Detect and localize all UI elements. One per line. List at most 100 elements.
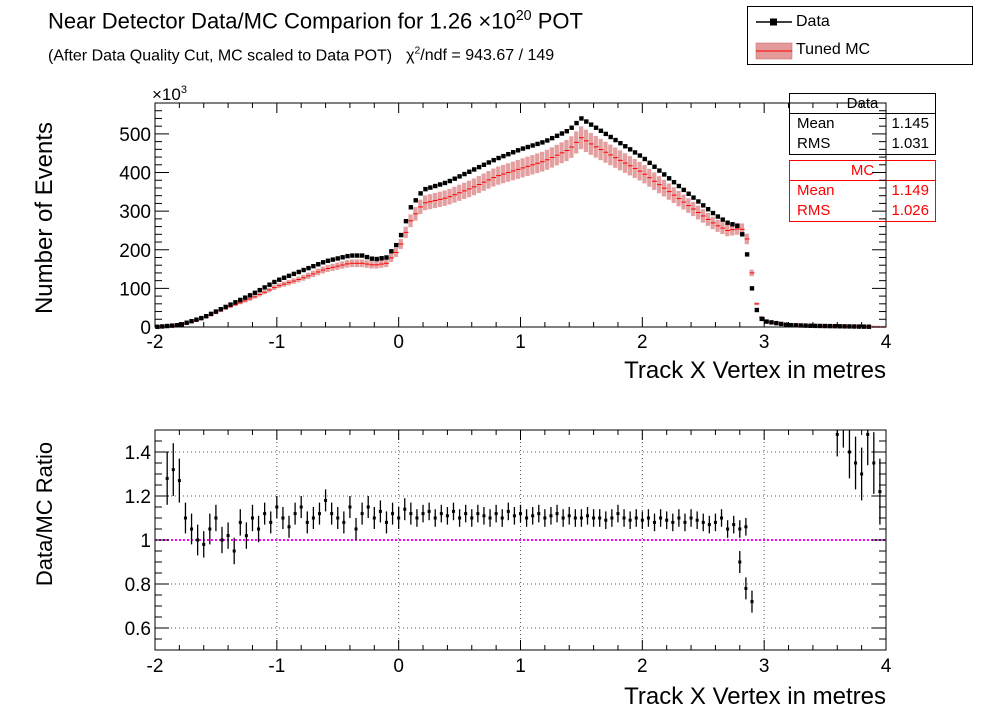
ratio-point — [854, 461, 858, 465]
ratio-point — [330, 512, 334, 516]
data-point — [666, 176, 672, 181]
ratio-y-tick-label: 1.2 — [125, 487, 151, 508]
ratio-point — [324, 498, 328, 502]
ratio-plot-area: -2 -1 0 1 2 3 4 0.6 0.8 1 1.2 1.4 — [125, 429, 892, 677]
data-point — [418, 191, 423, 196]
ratio-point — [384, 520, 388, 524]
ratio-point — [281, 516, 285, 520]
ratio-point — [573, 516, 577, 520]
title-exponent: 20 — [515, 8, 532, 24]
ratio-point — [646, 516, 650, 520]
y-tick-label: 500 — [119, 125, 151, 146]
data-point — [740, 232, 745, 237]
ratio-point — [360, 512, 364, 516]
ratio-point — [653, 520, 657, 524]
ratio-point — [208, 527, 212, 531]
data-point — [593, 125, 599, 130]
ratio-point — [226, 534, 230, 538]
data-point — [242, 295, 248, 300]
ratio-point — [366, 505, 370, 509]
ratio-point — [512, 514, 516, 518]
stats-data-rms-row: RMS 1.031 — [790, 134, 935, 154]
ratio-point — [397, 516, 401, 520]
ratio-point — [470, 516, 474, 520]
ratio-x-tick-label: 1 — [515, 656, 526, 677]
data-point — [564, 128, 569, 134]
data-point — [233, 300, 238, 305]
ratio-point — [415, 516, 419, 520]
title-times: ×10 — [478, 8, 516, 34]
data-point — [623, 144, 628, 149]
y-multiplier-prefix: ×10 — [152, 85, 181, 104]
ratio-point — [494, 512, 498, 516]
chi-value: /ndf = 943.67 / 149 — [420, 47, 555, 65]
ratio-y-tick-label: 1 — [140, 531, 151, 552]
data-point — [476, 164, 482, 170]
legend-mc-marker — [755, 42, 793, 60]
data-point — [462, 171, 467, 177]
data-point — [272, 279, 277, 285]
data-point — [769, 320, 774, 325]
data-point — [306, 265, 311, 271]
ratio-point — [257, 527, 261, 531]
ratio-point — [202, 542, 206, 546]
y-tick-label: 300 — [119, 202, 151, 223]
chart-subtitle: (After Data Quality Cut, MC scaled to Da… — [48, 46, 554, 65]
data-point — [496, 155, 501, 161]
data-point — [169, 323, 175, 328]
ratio-point — [738, 527, 742, 531]
stats-data-mean-label: Mean — [797, 115, 835, 132]
x-tick-label: 2 — [637, 332, 648, 353]
data-point — [428, 185, 433, 190]
data-point — [213, 309, 219, 314]
ratio-point — [171, 468, 175, 472]
data-point — [218, 307, 223, 312]
ratio-point — [671, 520, 675, 524]
x-tick-label: 3 — [759, 332, 770, 353]
ratio-y-tick-label: 0.6 — [125, 619, 151, 640]
data-point — [277, 277, 282, 282]
data-point — [452, 176, 457, 181]
data-point — [774, 320, 779, 326]
stats-mc-mean-row: Mean 1.149 — [790, 181, 935, 201]
chart-title: Near Detector Data/MC Comparion for 1.26… — [48, 8, 583, 34]
data-point — [813, 323, 818, 329]
ratio-y-tick-label: 1.4 — [125, 443, 152, 464]
data-point — [715, 214, 721, 219]
data-point — [501, 153, 506, 159]
events-y-axis-label: Number of Events — [31, 122, 58, 314]
ratio-point — [519, 512, 522, 516]
stats-mc-mean-label: Mean — [797, 182, 835, 199]
ratio-point — [726, 527, 730, 531]
x-tick-label: 4 — [881, 332, 892, 353]
data-point — [866, 324, 872, 329]
data-point — [720, 217, 725, 222]
stats-mc-rms-label: RMS — [797, 202, 831, 219]
events-plot-area: -2 -1 0 1 2 3 4 0 100 200 300 400 500 — [119, 102, 892, 353]
ratio-point — [847, 450, 851, 454]
ratio-point — [354, 527, 358, 531]
ratio-point — [683, 520, 687, 524]
ratio-point — [707, 523, 711, 527]
data-point — [545, 138, 550, 143]
legend-entry-mc: Tuned MC — [748, 37, 972, 63]
ratio-point — [561, 516, 565, 520]
ratio-point — [409, 512, 413, 516]
data-point — [744, 252, 750, 257]
ratio-point — [464, 512, 468, 516]
ratio-point — [317, 512, 321, 516]
ratio-point — [543, 516, 547, 520]
data-point — [696, 199, 701, 204]
data-point — [759, 316, 764, 322]
data-point — [588, 122, 594, 127]
data-point — [822, 323, 828, 329]
ratio-point — [250, 516, 254, 520]
data-point — [827, 323, 833, 329]
data-point — [642, 156, 647, 162]
ratio-point — [622, 516, 626, 520]
ratio-point — [744, 586, 748, 590]
data-point — [472, 167, 477, 172]
ratio-x-tick-label: -1 — [268, 656, 285, 677]
data-point — [754, 307, 760, 313]
stats-mc-title: MC — [790, 161, 935, 181]
